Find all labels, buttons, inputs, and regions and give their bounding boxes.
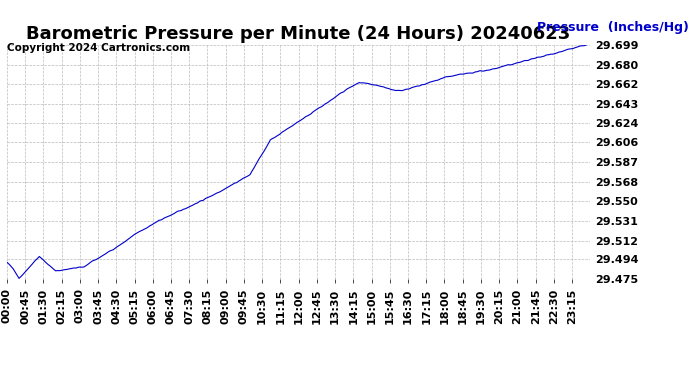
Text: Copyright 2024 Cartronics.com: Copyright 2024 Cartronics.com [7,43,190,53]
Title: Barometric Pressure per Minute (24 Hours) 20240623: Barometric Pressure per Minute (24 Hours… [26,26,571,44]
Text: Pressure  (Inches/Hg): Pressure (Inches/Hg) [537,21,689,34]
